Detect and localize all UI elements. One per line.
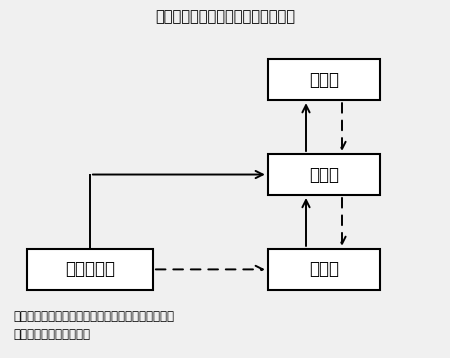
Bar [268, 249, 380, 290]
Text: 国　民: 国 民 [309, 71, 339, 89]
Text: 行　政: 行 政 [309, 260, 339, 279]
Text: 図１　会計検査院の制度的位置づけ: 図１ 会計検査院の制度的位置づけ [155, 9, 295, 24]
Text: 議　会: 議 会 [309, 165, 339, 184]
Text: 会計検査院: 会計検査院 [65, 260, 115, 279]
Bar [27, 249, 153, 290]
Text: び統制の方向を示す。: び統制の方向を示す。 [14, 328, 90, 340]
Bar [268, 154, 380, 195]
Bar [268, 59, 380, 100]
Text: 注：実線，点線は，それぞれアカウンタビリテイ及: 注：実線，点線は，それぞれアカウンタビリテイ及 [14, 310, 175, 323]
